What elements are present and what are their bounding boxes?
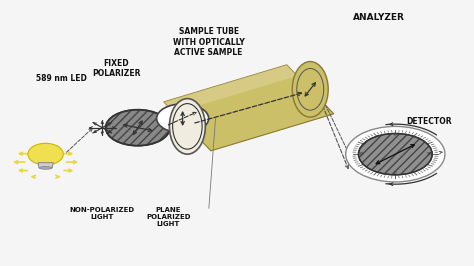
Polygon shape <box>38 163 53 168</box>
Circle shape <box>156 104 209 133</box>
Ellipse shape <box>292 61 328 117</box>
Text: 90: 90 <box>359 152 364 156</box>
Text: DETECTOR: DETECTOR <box>406 117 452 126</box>
Circle shape <box>346 126 445 182</box>
Polygon shape <box>164 65 334 151</box>
Text: PLANE
POLARIZED
LIGHT: PLANE POLARIZED LIGHT <box>146 207 191 227</box>
Ellipse shape <box>106 110 170 146</box>
Text: FIXED
POLARIZER: FIXED POLARIZER <box>92 59 141 78</box>
Ellipse shape <box>39 167 52 169</box>
Text: SAMPLE TUBE
WITH OPTICALLY
ACTIVE SAMPLE: SAMPLE TUBE WITH OPTICALLY ACTIVE SAMPLE <box>173 27 245 57</box>
Text: 0: 0 <box>394 133 397 137</box>
Ellipse shape <box>28 143 64 165</box>
Text: ANALYZER: ANALYZER <box>353 13 405 22</box>
Ellipse shape <box>169 99 205 154</box>
Ellipse shape <box>358 134 432 175</box>
Text: 0: 0 <box>394 171 397 175</box>
Polygon shape <box>164 65 297 113</box>
Text: 90: 90 <box>427 152 432 156</box>
Text: 589 nm LED: 589 nm LED <box>36 74 87 83</box>
Text: NON-POLARIZED
LIGHT: NON-POLARIZED LIGHT <box>70 207 135 220</box>
